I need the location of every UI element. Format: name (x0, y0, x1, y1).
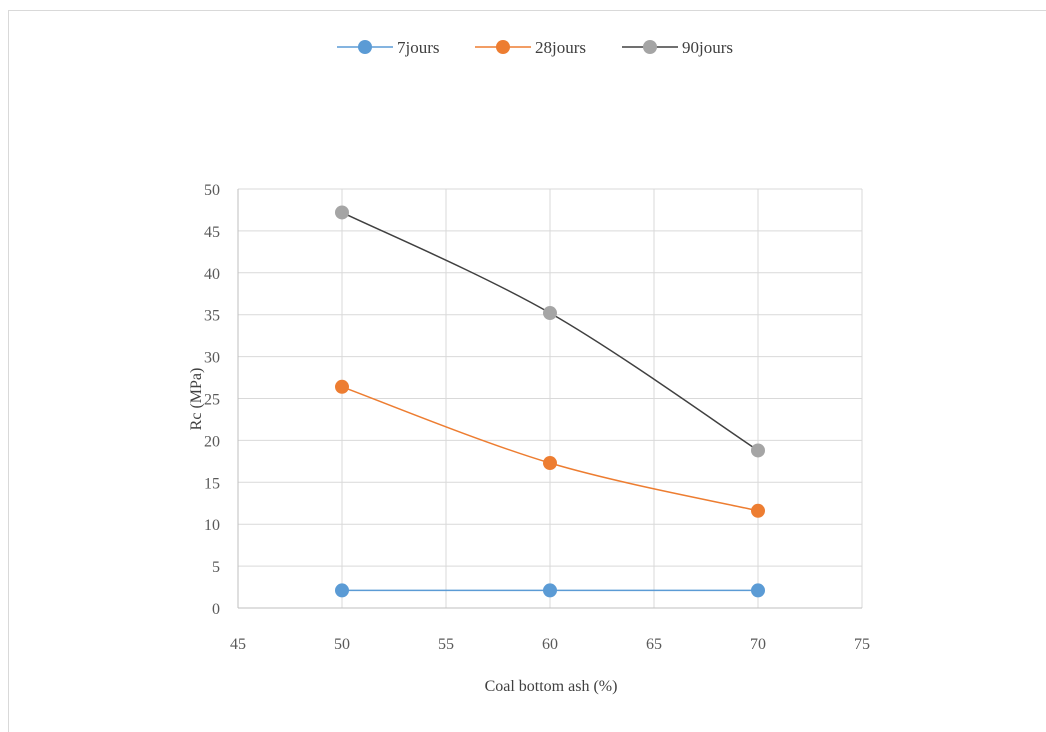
y-tick-label: 40 (204, 266, 220, 283)
x-tick-label: 50 (334, 636, 350, 653)
y-tick-label: 0 (212, 601, 220, 618)
legend-7jours-marker (358, 40, 372, 54)
x-tick-label: 70 (750, 636, 766, 653)
y-tick-label: 15 (204, 475, 220, 492)
x-axis-title: Coal bottom ash (%) (485, 678, 618, 695)
legend-7jours-label: 7jours (397, 38, 440, 57)
x-tick-label: 60 (542, 636, 558, 653)
chart-frame (8, 10, 1046, 732)
series-lines (335, 205, 765, 598)
x-tick-label: 75 (854, 636, 870, 653)
y-tick-label: 30 (204, 350, 220, 367)
series-90jours-point (751, 443, 765, 458)
y-tick-label: 5 (212, 559, 220, 576)
series-28jours-point (543, 456, 557, 471)
y-axis-title: Rc (MPa) (188, 368, 205, 431)
legend-90jours-label: 90jours (682, 38, 733, 57)
series-90jours-point (543, 306, 557, 321)
gridlines (238, 188, 863, 608)
y-tick-label: 35 (204, 308, 220, 325)
y-tick-label: 45 (204, 224, 220, 241)
x-tick-label: 65 (646, 636, 662, 653)
x-tick-label: 45 (230, 636, 246, 653)
y-tick-label: 50 (204, 182, 220, 199)
y-tick-label: 25 (204, 392, 220, 409)
series-90jours-point (335, 205, 349, 220)
legend: 7jours 28jours 90jours (337, 38, 733, 57)
series-28jours-point (335, 379, 349, 394)
series-7jours-point (335, 583, 349, 598)
y-tick-label: 20 (204, 433, 220, 450)
axes: 0 5 10 15 20 25 30 35 40 45 50 45 50 55 60 65 70 75 (204, 182, 870, 653)
legend-28jours-marker (496, 40, 510, 54)
x-tick-label: 55 (438, 636, 454, 653)
series-7jours-point (543, 583, 557, 598)
series-28jours-point (751, 503, 765, 518)
y-tick-label: 10 (204, 517, 220, 534)
series-7jours-point (751, 583, 765, 598)
legend-90jours-marker (643, 40, 657, 54)
legend-28jours-label: 28jours (535, 38, 586, 57)
